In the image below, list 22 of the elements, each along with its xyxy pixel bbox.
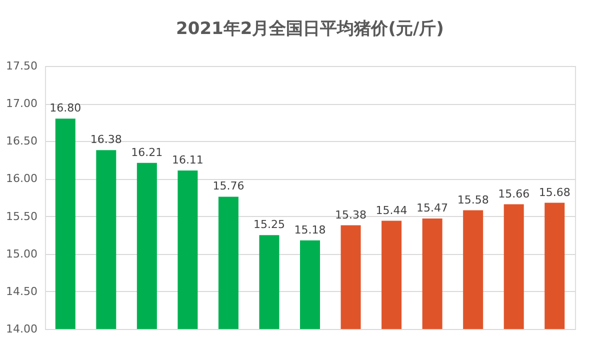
y-tick-label: 15.50 [6,210,38,223]
y-tick-label: 16.00 [6,172,38,186]
y-tick-label: 15.00 [6,247,38,260]
data-label: 15.66 [498,187,530,200]
data-label: 15.25 [253,218,285,232]
y-tick-label: 14.00 [6,322,38,336]
data-label: 16.21 [131,146,163,159]
data-label: 15.68 [538,186,570,199]
data-label: 15.47 [416,202,448,215]
y-tick-label: 16.50 [6,134,38,148]
data-label: 16.80 [50,102,82,115]
data-label: 15.58 [457,193,489,206]
data-label: 15.18 [294,223,326,236]
data-label: 15.44 [376,204,408,217]
data-label: 16.11 [172,153,204,166]
y-tick-label: 17.50 [6,60,38,72]
data-label: 15.76 [212,180,244,193]
y-tick-label: 14.50 [6,284,38,298]
y-tick-label: 17.00 [6,97,38,110]
data-label: 16.38 [90,133,122,146]
data-label: 15.38 [335,208,367,222]
chart-title: 2021年2月全国日平均猪价(元/斤) [176,19,444,39]
